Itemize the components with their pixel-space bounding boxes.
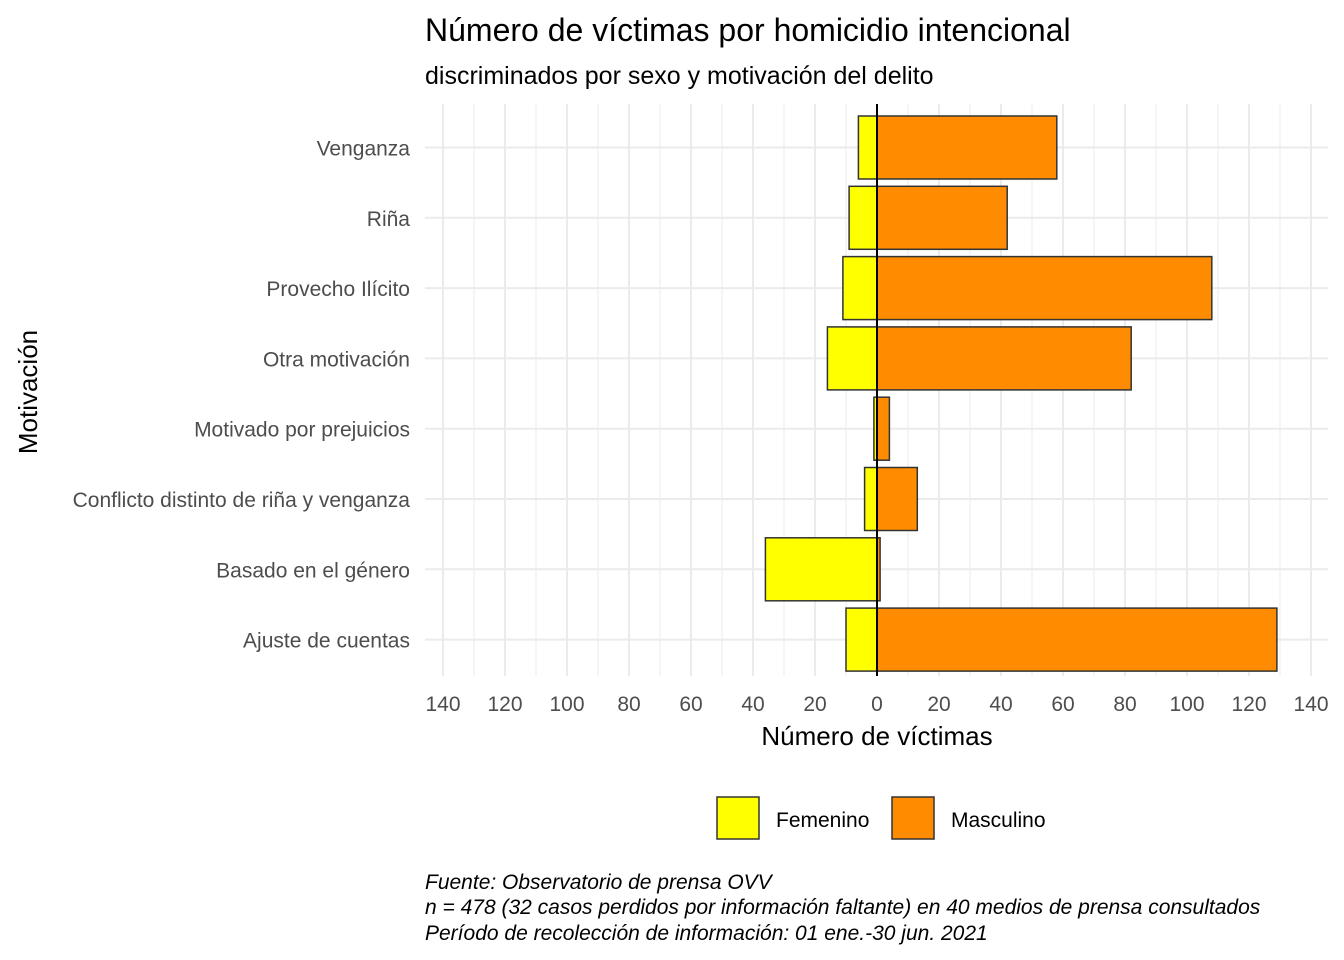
category-label: Venganza: [317, 138, 411, 161]
bar-femenino: [848, 185, 878, 251]
bar-femenino: [764, 537, 878, 602]
category-label: Conflicto distinto de riña y venganza: [73, 489, 411, 512]
caption-period: Período de recolección de información: 0…: [425, 922, 988, 945]
bar-masculino: [876, 607, 1278, 672]
x-tick-label: 40: [741, 693, 764, 716]
bar-femenino: [842, 255, 878, 321]
x-tick-label: 140: [425, 693, 460, 716]
bar-masculino: [876, 326, 1132, 391]
caption-sample: n = 478 (32 casos perdidos por informaci…: [425, 896, 1261, 919]
category-label: Motivado por prejuicios: [194, 419, 410, 442]
bar-masculino: [876, 255, 1213, 321]
bar-masculino: [876, 396, 891, 461]
x-tick-label: 40: [989, 693, 1012, 716]
category-label: Ajuste de cuentas: [243, 630, 410, 653]
category-label: Basado en el género: [216, 559, 410, 582]
bar-femenino: [845, 607, 878, 672]
caption-source: Fuente: Observatorio de prensa OVV: [425, 871, 774, 894]
x-tick-label: 80: [617, 693, 640, 716]
bar-femenino: [857, 115, 878, 180]
y-axis-title: Motivación: [13, 330, 43, 454]
x-tick-label: 60: [679, 693, 702, 716]
category-labels: Venganza Riña Provecho Ilícito Otra motivac…: [73, 138, 411, 653]
x-tick-label: 20: [803, 693, 826, 716]
x-tick-label: 140: [1293, 693, 1328, 716]
bar-masculino: [876, 466, 919, 532]
chart-subtitle: discriminados por sexo y motivación del …: [425, 62, 934, 90]
x-tick-labels: 140 120 100 80 60 40 20 0 20 40 60 80 100 120 140: [425, 693, 1328, 716]
category-label: Provecho Ilícito: [266, 278, 410, 301]
legend-swatch-femenino: [716, 796, 760, 840]
x-axis-title: Número de víctimas: [761, 721, 992, 751]
legend-swatch-masculino: [891, 796, 935, 840]
x-tick-label: 20: [927, 693, 950, 716]
legend-label-femenino: Femenino: [776, 809, 869, 832]
x-tick-label: 80: [1113, 693, 1136, 716]
x-tick-label: 120: [1231, 693, 1266, 716]
x-tick-label: 100: [1169, 693, 1204, 716]
category-label: Riña: [367, 208, 411, 231]
x-tick-label: 0: [871, 693, 883, 716]
legend: Femenino Masculino: [716, 796, 1046, 840]
bar-masculino: [876, 115, 1058, 180]
x-tick-label: 60: [1051, 693, 1074, 716]
bar-masculino: [876, 185, 1008, 251]
chart-title: Número de víctimas por homicidio intenci…: [425, 12, 1071, 48]
bar-femenino: [863, 466, 878, 532]
bar-femenino: [826, 326, 878, 391]
x-tick-label: 100: [549, 693, 584, 716]
legend-label-masculino: Masculino: [951, 809, 1046, 832]
bars: [764, 115, 1278, 672]
category-label: Otra motivación: [263, 348, 410, 371]
x-tick-label: 120: [487, 693, 522, 716]
